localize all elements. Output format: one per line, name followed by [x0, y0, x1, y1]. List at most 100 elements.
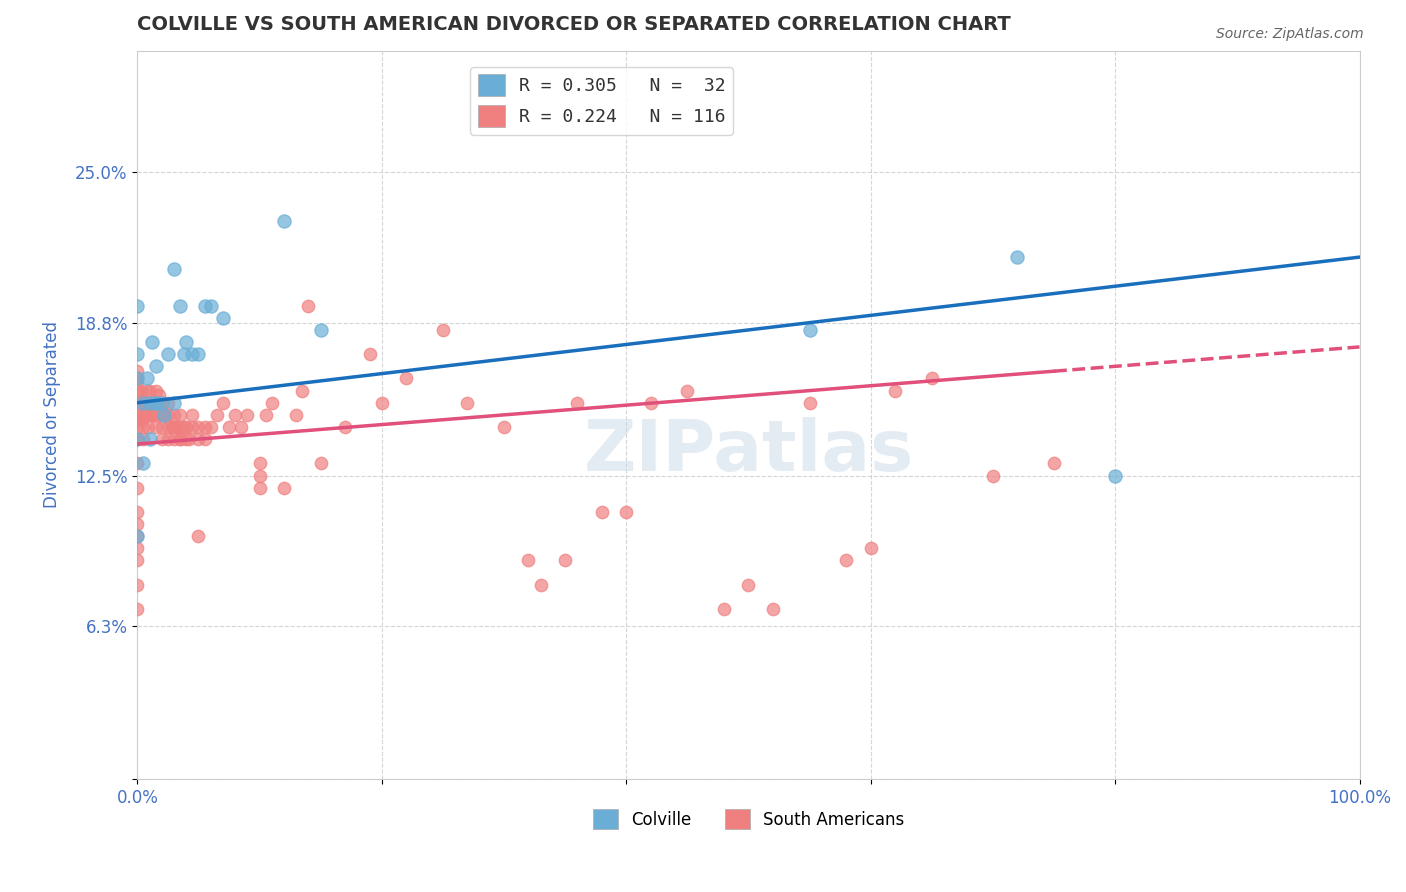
Colville	[132, 457, 155, 471]
South Americans	[169, 432, 191, 446]
South Americans	[145, 384, 167, 398]
South Americans	[138, 420, 160, 434]
Colville	[138, 396, 160, 410]
South Americans	[127, 408, 149, 422]
South Americans	[676, 384, 699, 398]
South Americans	[150, 408, 173, 422]
South Americans	[127, 505, 149, 519]
South Americans	[127, 457, 149, 471]
South Americans	[218, 420, 240, 434]
Colville	[163, 396, 186, 410]
South Americans	[127, 481, 149, 495]
Colville	[138, 432, 160, 446]
Colville	[1007, 250, 1029, 264]
South Americans	[530, 578, 553, 592]
South Americans	[150, 420, 173, 434]
South Americans	[127, 403, 149, 417]
South Americans	[138, 396, 160, 410]
South Americans	[492, 420, 515, 434]
Colville	[136, 371, 159, 385]
Colville	[309, 323, 332, 337]
South Americans	[150, 432, 173, 446]
South Americans	[169, 432, 191, 446]
South Americans	[145, 396, 167, 410]
South Americans	[160, 420, 183, 434]
South Americans	[163, 432, 186, 446]
Colville	[174, 334, 197, 349]
South Americans	[737, 578, 759, 592]
Y-axis label: Divorced or Separated: Divorced or Separated	[44, 321, 60, 508]
Colville	[169, 299, 191, 313]
South Americans	[127, 517, 149, 532]
South Americans	[554, 553, 576, 567]
South Americans	[156, 396, 179, 410]
South Americans	[129, 396, 152, 410]
Colville	[145, 396, 167, 410]
Colville	[181, 347, 204, 361]
South Americans	[145, 408, 167, 422]
Colville	[1104, 468, 1126, 483]
Colville	[145, 359, 167, 374]
Text: Source: ZipAtlas.com: Source: ZipAtlas.com	[1216, 27, 1364, 41]
South Americans	[174, 420, 197, 434]
South Americans	[138, 408, 160, 422]
South Americans	[142, 408, 165, 422]
South Americans	[359, 347, 381, 361]
South Americans	[859, 541, 882, 556]
Colville	[127, 529, 149, 543]
South Americans	[981, 468, 1004, 483]
Text: COLVILLE VS SOUTH AMERICAN DIVORCED OR SEPARATED CORRELATION CHART: COLVILLE VS SOUTH AMERICAN DIVORCED OR S…	[138, 15, 1011, 34]
South Americans	[163, 420, 186, 434]
South Americans	[169, 408, 191, 422]
South Americans	[127, 396, 149, 410]
South Americans	[194, 432, 217, 446]
South Americans	[166, 420, 188, 434]
South Americans	[194, 420, 217, 434]
Colville	[127, 299, 149, 313]
South Americans	[153, 408, 176, 422]
South Americans	[127, 413, 149, 427]
South Americans	[129, 384, 152, 398]
South Americans	[127, 553, 149, 567]
South Americans	[187, 529, 209, 543]
South Americans	[200, 420, 222, 434]
South Americans	[174, 432, 197, 446]
Colville	[150, 396, 173, 410]
South Americans	[260, 396, 283, 410]
South Americans	[141, 396, 163, 410]
South Americans	[145, 420, 167, 434]
South Americans	[212, 396, 235, 410]
South Americans	[273, 481, 295, 495]
South Americans	[127, 388, 149, 402]
South Americans	[297, 299, 319, 313]
South Americans	[371, 396, 394, 410]
Colville	[273, 213, 295, 227]
Colville	[163, 262, 186, 277]
Colville	[173, 347, 195, 361]
Colville	[127, 371, 149, 385]
South Americans	[135, 396, 157, 410]
Colville	[132, 396, 155, 410]
Colville	[187, 347, 209, 361]
South Americans	[177, 432, 200, 446]
South Americans	[231, 420, 253, 434]
South Americans	[127, 578, 149, 592]
Colville	[200, 299, 222, 313]
South Americans	[713, 602, 735, 616]
South Americans	[395, 371, 418, 385]
South Americans	[145, 396, 167, 410]
South Americans	[136, 396, 159, 410]
South Americans	[131, 413, 153, 427]
South Americans	[921, 371, 943, 385]
South Americans	[567, 396, 589, 410]
South Americans	[148, 388, 170, 402]
South Americans	[249, 481, 271, 495]
South Americans	[762, 602, 785, 616]
South Americans	[249, 468, 271, 483]
South Americans	[127, 541, 149, 556]
South Americans	[156, 420, 179, 434]
South Americans	[224, 408, 246, 422]
South Americans	[291, 384, 314, 398]
South Americans	[309, 457, 332, 471]
South Americans	[156, 432, 179, 446]
